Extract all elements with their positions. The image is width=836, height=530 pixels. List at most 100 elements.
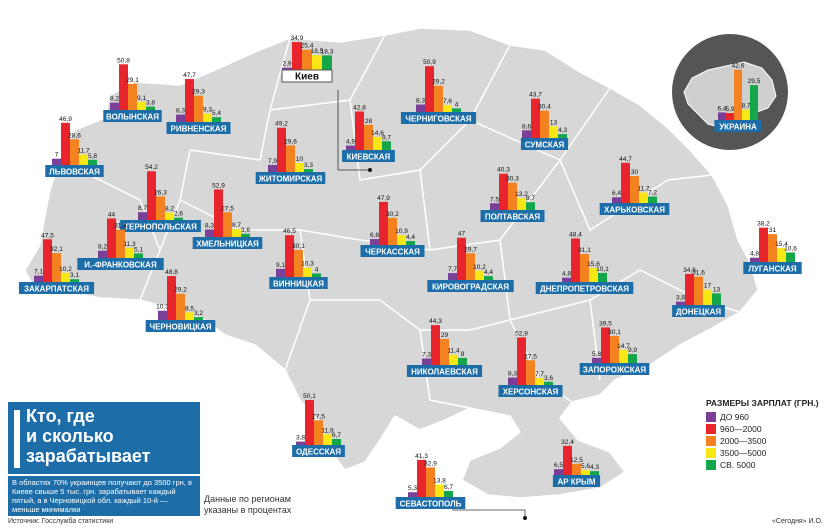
data-label: 47,7 [183,72,196,79]
chart-bar [138,212,147,220]
chart-bar [174,217,183,220]
data-label: 4,3 [558,127,567,134]
data-label: 28,6 [68,132,81,139]
region-name: ОДЕССКАЯ [296,448,341,457]
legend-item: 3500—5000 [706,447,834,459]
region-label-box [579,363,650,375]
page-title: Кто, где и сколько зарабатывает [26,406,151,466]
region-name: КИРОВОГРАДСКАЯ [432,283,509,292]
data-label: 8,2 [165,206,174,213]
chart-bar [562,277,571,282]
data-label: 46,9 [59,116,72,123]
data-label: 11,9 [321,427,334,434]
data-label: 42,6 [732,63,745,70]
data-label: 31,4 [114,223,127,230]
chart-bar [540,110,549,138]
chart-bar [434,85,443,112]
data-label: 5,8 [88,153,97,160]
region-label-box [45,165,104,177]
region-label-box [535,282,634,294]
chart-bar [125,247,134,258]
chart-bar [296,441,305,445]
region-name: ДНЕПРОПЕТРОВСКАЯ [540,285,629,294]
legend-label: 960—2000 [720,424,762,434]
data-label: 44 [108,211,116,218]
region-chart: 7,3 44,3 29 11,4 8 НИКОЛАЕВСКАЯ [406,318,483,377]
legend: РАЗМЕРЫ ЗАРПЛАТ (ГРН.) ДО 960 960—2000 2… [706,398,834,471]
chart-bar [52,253,61,282]
chart-bar [373,136,382,150]
data-label: 27,5 [221,205,234,212]
region-label-box [292,445,345,457]
chart-bar [639,192,648,203]
data-label: 3,8 [296,435,305,442]
chart-bar [128,83,137,110]
source-note: Источник: Госслужба статистики [8,518,114,525]
data-label: 13,2 [515,191,528,198]
data-label: 6,7 [444,484,453,491]
region-label-box [18,282,95,294]
data-label: 40,3 [497,167,510,174]
data-label: 48,8 [165,269,178,276]
region-label-box [672,305,725,317]
region-chart: 9,1 46,5 30,1 10,34 ВИННИЦКАЯ [269,228,328,289]
chart-bar [571,238,580,282]
region-label-box [120,220,201,232]
data-label: 2,9 [282,61,291,68]
chart-bar [458,357,467,365]
data-label: 11,4 [447,348,460,355]
chart-bar [726,113,734,120]
chart-bar [768,234,777,262]
region-chart: 7,9 49,2 29,6 103,3 ЖИТОМИРСКАЯ [255,121,326,184]
data-label: 8,7 [741,103,750,110]
data-label: 29,7 [464,246,477,253]
chart-bar [750,85,758,120]
chart-bar [417,459,426,497]
data-label: 6,7 [332,432,341,439]
region-label-box [406,365,483,377]
region-label-box [166,122,231,134]
data-label: 6,4 [717,105,726,112]
chart-bar [303,267,312,277]
chart-bar [295,163,304,172]
data-label: 8,2 [110,96,119,103]
chart-bar [526,202,535,210]
credit-note: «Сегодня» И.О. [772,518,823,525]
chart-bar [694,276,703,305]
data-label: 38,2 [757,221,770,228]
data-label: 4,9 [346,139,355,146]
data-label: 7,2 [648,190,657,197]
region-chart: 7,5 40,3 30,3 13,28,7 ПОЛТАВСКАЯ [480,167,545,222]
data-label: 27,5 [312,413,325,420]
data-label: 4,8 [562,271,571,278]
chart-bar [601,327,610,363]
chart-bar [147,171,156,220]
chart-bar [388,217,397,245]
chart-bar [346,145,355,150]
data-label: 43,7 [529,92,542,99]
chart-bar [580,254,589,282]
data-label: 8,6 [522,123,531,130]
chart-bar [592,357,601,363]
chart-bar [408,492,417,497]
chart-bar [176,293,185,320]
data-label: 9,1 [276,262,285,269]
chart-bar [194,317,203,320]
data-label: 32,4 [561,439,574,446]
region-name: ВИННИЦКАЯ [273,280,324,289]
region-name: ЧЕРНИГОВСКАЯ [405,115,471,124]
region-chart: 8,3 50,9 29,2 7,6 4 ЧЕРНИГОВСКАЯ [400,59,477,124]
region-chart: 4,9 42,8 28 14,69,7 КИЕВСКАЯ [342,104,395,162]
data-label: 10,3 [156,304,169,311]
chart-bar [444,490,453,497]
data-label: 34,9 [291,35,304,42]
region-label-box [192,237,263,249]
region-chart: 8,2 44 31,4 11,35,1 И.-ФРАНКОВСКАЯ [77,211,164,270]
chart-bar [759,227,768,262]
data-label: 5,9 [725,106,734,113]
data-label: 5,8 [592,351,601,358]
chart-bar [526,360,535,385]
data-label: 29,2 [432,79,445,86]
chart-bar [572,463,581,475]
data-label: 41,3 [415,453,428,460]
